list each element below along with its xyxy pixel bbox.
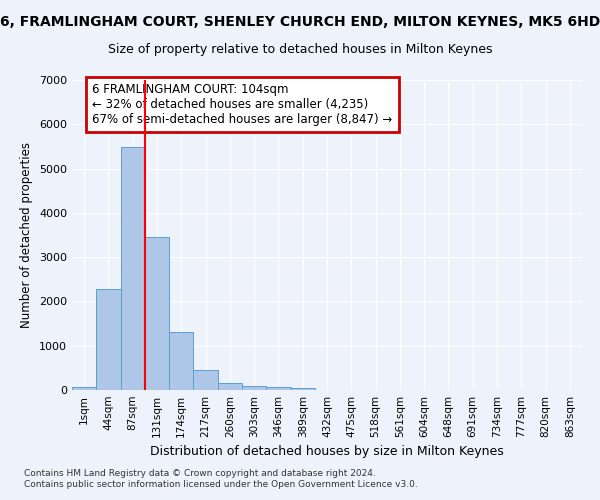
Bar xyxy=(121,148,145,390)
Bar xyxy=(218,383,242,390)
X-axis label: Distribution of detached houses by size in Milton Keynes: Distribution of detached houses by size … xyxy=(150,446,504,458)
Text: Contains public sector information licensed under the Open Government Licence v3: Contains public sector information licen… xyxy=(24,480,418,489)
Bar xyxy=(266,387,290,390)
Bar xyxy=(242,386,266,390)
Bar xyxy=(169,332,193,390)
Y-axis label: Number of detached properties: Number of detached properties xyxy=(20,142,34,328)
Text: 6, FRAMLINGHAM COURT, SHENLEY CHURCH END, MILTON KEYNES, MK5 6HD: 6, FRAMLINGHAM COURT, SHENLEY CHURCH END… xyxy=(0,15,600,29)
Bar xyxy=(72,386,96,390)
Bar xyxy=(96,289,121,390)
Text: Contains HM Land Registry data © Crown copyright and database right 2024.: Contains HM Land Registry data © Crown c… xyxy=(24,468,376,477)
Bar xyxy=(290,388,315,390)
Text: 6 FRAMLINGHAM COURT: 104sqm
← 32% of detached houses are smaller (4,235)
67% of : 6 FRAMLINGHAM COURT: 104sqm ← 32% of det… xyxy=(92,83,392,126)
Bar xyxy=(145,237,169,390)
Text: Size of property relative to detached houses in Milton Keynes: Size of property relative to detached ho… xyxy=(108,42,492,56)
Bar xyxy=(193,370,218,390)
